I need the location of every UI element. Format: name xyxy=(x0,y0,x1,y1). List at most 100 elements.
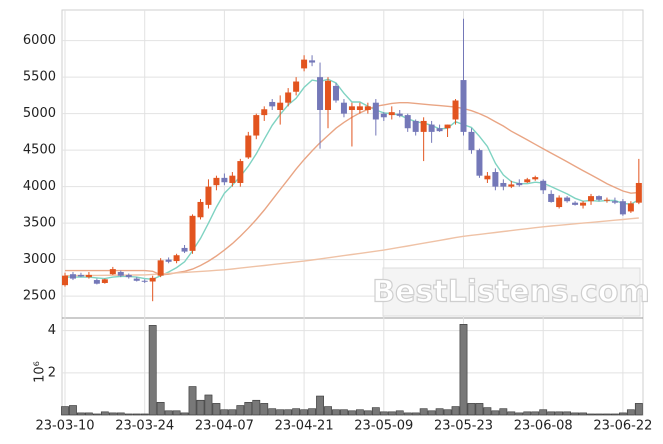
volume-bar xyxy=(188,386,197,416)
volume-bar xyxy=(475,403,484,416)
y-tick-label: 3000 xyxy=(23,252,56,267)
candle-body xyxy=(572,202,579,205)
candle-body xyxy=(237,161,244,183)
volume-bar xyxy=(284,409,293,416)
volume-bar xyxy=(403,412,412,416)
volume-bar xyxy=(108,412,117,416)
volume-bar xyxy=(371,407,380,416)
candle-body xyxy=(348,106,355,110)
candle-body xyxy=(62,275,68,286)
candle-body xyxy=(548,193,555,202)
volume-bar xyxy=(587,413,595,416)
candle-body xyxy=(372,102,379,120)
volume-bar xyxy=(116,412,125,416)
candle-body xyxy=(444,124,451,129)
candle-body xyxy=(157,260,164,276)
candle-body xyxy=(332,85,339,101)
volume-bar xyxy=(85,412,93,416)
volume-bar xyxy=(236,405,245,416)
watermark-box xyxy=(382,267,641,317)
candle-body xyxy=(508,184,515,187)
candle-body xyxy=(117,272,124,276)
candle-body xyxy=(428,124,435,132)
candle-body xyxy=(325,80,332,110)
volume-bar xyxy=(140,413,149,416)
candle-body xyxy=(253,115,260,136)
y-tick-label: 4500 xyxy=(23,143,56,158)
candle-body xyxy=(420,120,427,132)
candle-body xyxy=(380,113,387,118)
candle-body xyxy=(340,102,347,114)
volume-bar xyxy=(515,412,524,416)
volume-bar xyxy=(276,409,285,416)
candle-body xyxy=(205,186,212,205)
volume-bar xyxy=(483,407,492,416)
volume-bar xyxy=(571,412,579,416)
candle-body xyxy=(396,113,403,116)
x-tick-label: 23-06-08 xyxy=(514,419,573,434)
volume-bar xyxy=(300,409,308,416)
volume-bar xyxy=(547,411,556,416)
volume-bar xyxy=(124,413,133,416)
volume-bar xyxy=(244,402,253,416)
x-tick-label: 23-04-21 xyxy=(275,419,334,434)
volume-bar xyxy=(268,408,277,416)
candle-body xyxy=(619,201,626,215)
volume-bar xyxy=(411,412,420,416)
y-tick-label: 5000 xyxy=(23,106,56,121)
candle-body xyxy=(532,177,539,180)
volume-bar xyxy=(634,403,643,416)
volume-bar xyxy=(355,409,364,416)
y-tick-label: 4000 xyxy=(23,179,56,194)
candle-body xyxy=(93,280,100,284)
candle-body xyxy=(133,278,140,281)
candle-body xyxy=(261,109,268,116)
volume-bar xyxy=(618,412,627,416)
volume-bar xyxy=(212,403,221,416)
volume-bar xyxy=(467,403,476,416)
candle-body xyxy=(109,269,116,275)
x-tick-label: 23-05-09 xyxy=(354,419,413,434)
volume-bar xyxy=(332,409,340,416)
volume-bar xyxy=(69,405,77,416)
candle-body xyxy=(125,274,132,278)
candle-body xyxy=(141,280,148,282)
volume-bar xyxy=(77,412,85,416)
volume-bar xyxy=(539,409,548,416)
candle-body xyxy=(540,180,547,191)
volume-bar xyxy=(100,411,109,416)
x-tick-label: 23-04-07 xyxy=(195,419,254,434)
candle-body xyxy=(173,255,180,262)
volume-bar xyxy=(92,413,101,416)
volume-bar xyxy=(308,408,316,416)
volume-bar xyxy=(443,409,452,416)
volume-bar xyxy=(252,399,261,416)
watermark: BestListens.com xyxy=(372,275,650,310)
candle-body xyxy=(69,274,76,279)
candle-body xyxy=(516,182,523,186)
candle-body xyxy=(635,182,642,203)
candle-body xyxy=(181,247,188,252)
candle-body xyxy=(293,81,300,92)
candle-body xyxy=(580,202,587,206)
volume-bar xyxy=(164,410,173,416)
candle-body xyxy=(556,197,563,208)
volume-bar xyxy=(260,403,269,416)
volume-bar xyxy=(419,408,428,416)
x-tick-label: 23-05-23 xyxy=(434,419,493,434)
candle-body xyxy=(165,259,172,262)
volume-bar xyxy=(507,411,516,416)
candle-body xyxy=(603,199,610,201)
volume-bar xyxy=(363,410,372,416)
volume-bar xyxy=(61,406,69,416)
volume-bar xyxy=(132,413,141,416)
volume-bar xyxy=(292,408,301,416)
volume-bar xyxy=(523,411,532,416)
volume-bar xyxy=(387,411,396,416)
x-tick-label: 23-03-10 xyxy=(35,419,94,434)
candle-body xyxy=(356,106,363,110)
volume-bar xyxy=(379,411,388,416)
candle-body xyxy=(492,172,499,187)
candle-body xyxy=(452,100,459,120)
